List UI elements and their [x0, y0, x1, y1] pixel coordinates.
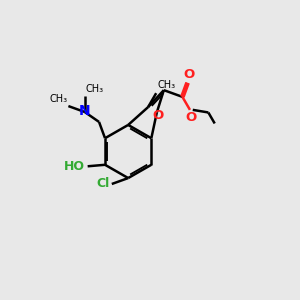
Text: N: N	[79, 104, 91, 118]
Text: HO: HO	[64, 160, 85, 173]
Text: CH₃: CH₃	[49, 94, 67, 104]
Text: CH₃: CH₃	[86, 84, 104, 94]
Text: O: O	[185, 111, 197, 124]
Text: CH₃: CH₃	[157, 80, 176, 90]
Text: O: O	[152, 109, 164, 122]
Text: Cl: Cl	[96, 178, 110, 190]
Text: O: O	[183, 68, 194, 81]
